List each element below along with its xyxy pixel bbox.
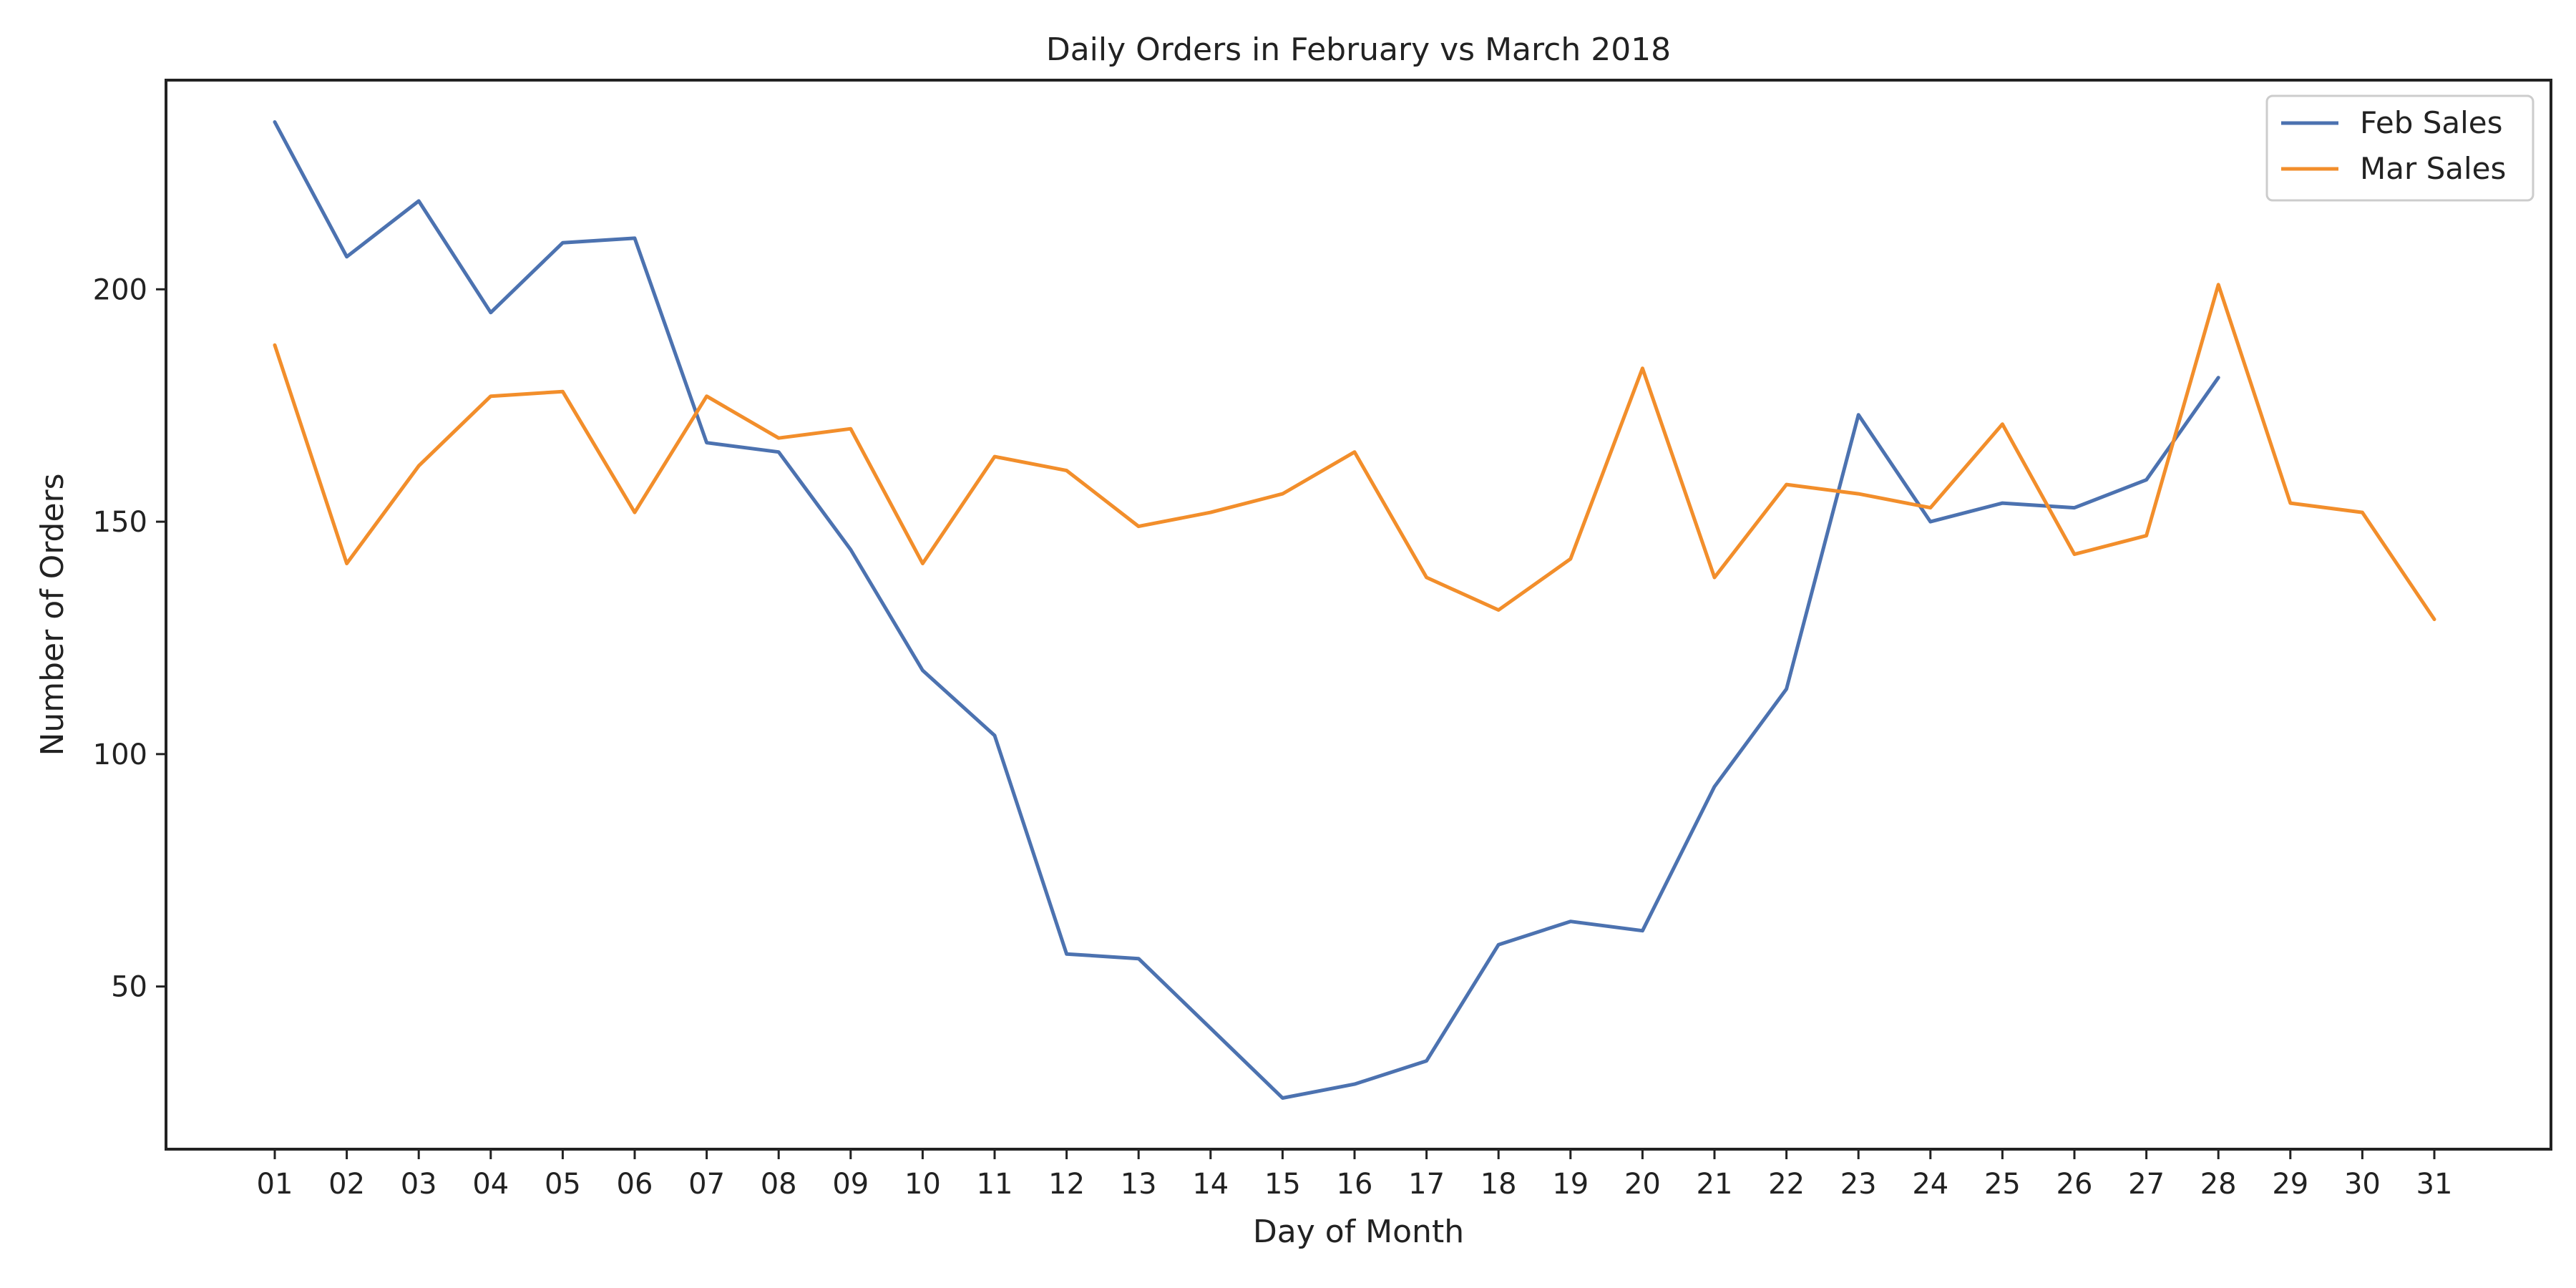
y-tick-label: 100 [93,738,147,771]
x-tick-label: 06 [617,1168,653,1201]
x-tick-label: 21 [1697,1168,1733,1201]
x-tick-label: 23 [1840,1168,1877,1201]
x-tick-label: 15 [1264,1168,1301,1201]
series-line-mar-sales [273,283,2436,621]
x-tick-label: 24 [1912,1168,1948,1201]
x-tick-label: 04 [472,1168,509,1201]
x-tick-label: 27 [2128,1168,2165,1201]
x-tick-label: 12 [1048,1168,1085,1201]
series-group [273,120,2436,1100]
x-tick-label: 20 [1624,1168,1661,1201]
x-tick-label: 17 [1408,1168,1445,1201]
legend-label: Feb Sales [2360,105,2503,140]
x-tick-label: 18 [1480,1168,1517,1201]
legend-label: Mar Sales [2360,151,2506,186]
y-axis-label: Number of Orders [34,473,71,756]
x-axis-label: Day of Month [1253,1214,1464,1250]
legend: Feb Sales Mar Sales [2265,94,2534,202]
series-line-feb-sales [273,120,2220,1100]
x-tick-label: 26 [2057,1168,2093,1201]
x-tick-label: 30 [2344,1168,2381,1201]
x-tick-label: 13 [1121,1168,1157,1201]
x-tick-label: 25 [1984,1168,2021,1201]
x-tick-label: 28 [2200,1168,2237,1201]
x-tick-label: 11 [977,1168,1013,1201]
x-tick-label: 29 [2272,1168,2308,1201]
y-axis: 50 100 150 200 [93,273,166,1004]
y-tick-label: 200 [93,273,147,306]
x-tick-label: 08 [761,1168,797,1201]
chart-title: Daily Orders in February vs March 2018 [1046,31,1671,68]
x-tick-label: 07 [688,1168,725,1201]
x-tick-label: 01 [257,1168,293,1201]
x-tick-label: 05 [545,1168,581,1201]
x-axis: 01 02 03 04 05 06 07 08 09 10 11 12 13 14 15 16 17 18 19 20… [257,1149,2453,1201]
x-tick-label: 09 [832,1168,869,1201]
x-tick-label: 10 [904,1168,941,1201]
y-tick-label: 50 [111,971,147,1004]
x-tick-label: 19 [1552,1168,1589,1201]
x-tick-label: 02 [328,1168,365,1201]
plot-frame [165,79,2552,1151]
y-tick-label: 150 [93,506,147,539]
x-tick-label: 16 [1337,1168,1373,1201]
x-tick-label: 22 [1768,1168,1805,1201]
x-tick-label: 31 [2416,1168,2453,1201]
x-tick-label: 03 [401,1168,437,1201]
x-tick-label: 14 [1192,1168,1229,1201]
